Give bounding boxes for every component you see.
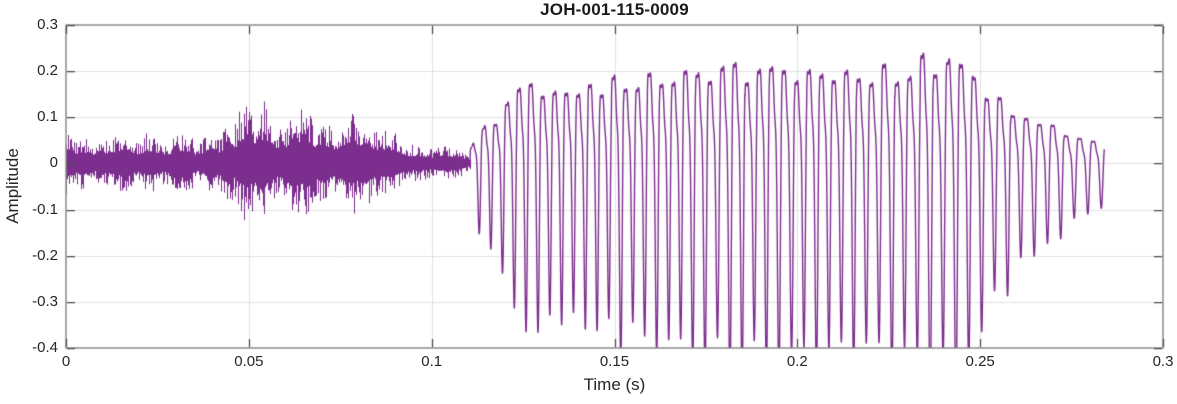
x-tick-label: 0.25 [965, 353, 995, 370]
x-tick-label: 0.2 [786, 353, 808, 370]
y-tick-label: -0.3 [32, 292, 58, 310]
y-tick-label: 0.1 [37, 108, 58, 126]
x-tick-label: 0 [61, 353, 71, 370]
y-tick-label: -0.4 [32, 339, 58, 356]
x-tick-label: 0.15 [599, 353, 630, 370]
y-tick-label: 0 [49, 154, 58, 172]
chart-title: JOH-001-115-0009 [540, 0, 689, 19]
x-tick-label: 0.05 [234, 353, 264, 370]
x-axis-label: Time (s) [583, 375, 646, 394]
y-tick-label: -0.2 [32, 246, 58, 264]
y-tick-label: 0.3 [37, 16, 58, 33]
x-tick-label: 0.1 [421, 353, 443, 370]
x-tick-label: 0.3 [1152, 353, 1174, 370]
y-tick-label: -0.1 [32, 200, 58, 218]
y-tick-label: 0.2 [37, 62, 58, 80]
